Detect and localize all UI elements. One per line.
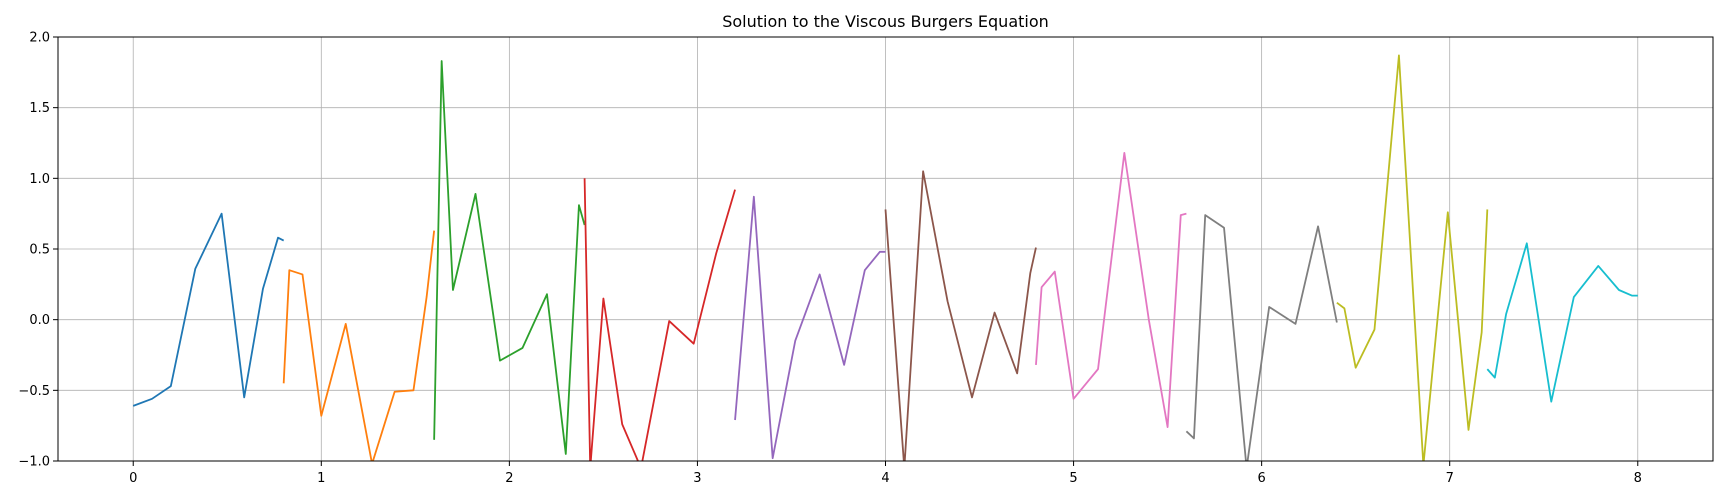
series-line-4 bbox=[734, 195, 886, 460]
series-line-6 bbox=[1035, 151, 1187, 428]
x-tick-label-4: 4 bbox=[881, 471, 889, 486]
x-tick-label-7: 7 bbox=[1446, 471, 1454, 486]
y-tick-label-0: −1.0 bbox=[18, 455, 50, 470]
x-tick-label-5: 5 bbox=[1069, 471, 1077, 486]
y-tick-label-4: 1.0 bbox=[29, 172, 50, 187]
x-tick-label-1: 1 bbox=[317, 471, 325, 486]
y-tick-label-3: 0.5 bbox=[29, 243, 50, 258]
axes: 0 1 2 3 4 5 6 7 8 −1.0 −0.5 0.0 0.5 1.0 1.5 2.0 bbox=[18, 31, 1714, 486]
y-tick-label-2: 0.0 bbox=[29, 313, 50, 328]
series-line-7 bbox=[1185, 214, 1338, 461]
y-tick-label-5: 1.5 bbox=[29, 101, 50, 116]
chart-title: Solution to the Viscous Burgers Equation bbox=[722, 12, 1049, 31]
series-line-1 bbox=[282, 230, 436, 461]
x-tick-label-2: 2 bbox=[505, 471, 513, 486]
series-line-0 bbox=[132, 212, 285, 407]
x-tick-label-6: 6 bbox=[1257, 471, 1265, 486]
plot-area bbox=[132, 54, 1638, 461]
series-line-5 bbox=[884, 170, 1037, 461]
y-tick-label-1: −0.5 bbox=[18, 384, 50, 399]
x-tick-label-0: 0 bbox=[129, 471, 137, 486]
series-line-9 bbox=[1486, 242, 1638, 403]
series-line-2 bbox=[433, 60, 586, 455]
y-tick-label-6: 2.0 bbox=[29, 31, 50, 46]
series-line-8 bbox=[1336, 54, 1489, 461]
x-tick-label-8: 8 bbox=[1634, 471, 1642, 486]
series-line-3 bbox=[583, 178, 736, 461]
x-tick-label-3: 3 bbox=[693, 471, 701, 486]
